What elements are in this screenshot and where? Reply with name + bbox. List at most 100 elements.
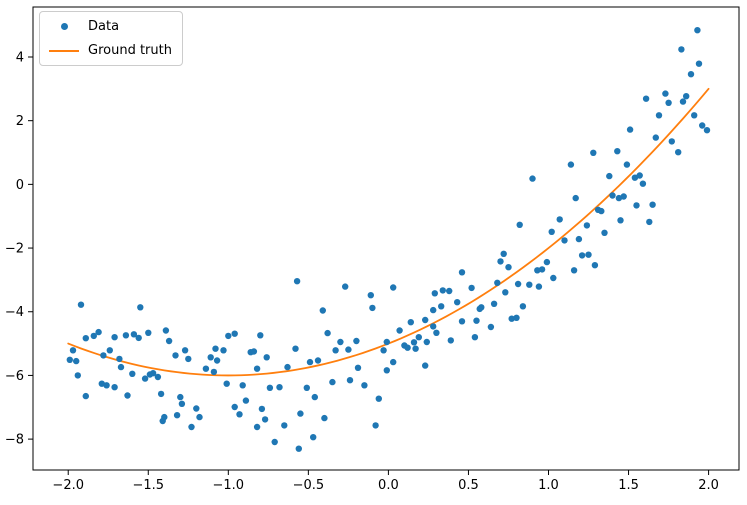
data-point	[345, 346, 352, 353]
x-tick-label: 2.0	[698, 478, 719, 493]
data-point	[497, 258, 504, 265]
data-point	[292, 345, 299, 352]
data-point	[161, 413, 168, 421]
data-point	[295, 445, 302, 452]
data-point	[665, 99, 672, 107]
data-point	[181, 347, 189, 354]
data-point	[626, 126, 634, 133]
data-point	[623, 161, 631, 168]
data-point	[239, 382, 246, 389]
x-tick-label: 0.5	[458, 478, 479, 493]
x-tick-label: −0.5	[293, 478, 325, 493]
data-point	[257, 332, 264, 339]
data-point	[438, 303, 445, 310]
y-tick-label: −4	[5, 305, 24, 320]
data-point	[353, 337, 360, 345]
data-point	[699, 122, 706, 129]
data-point	[614, 148, 621, 155]
data-point	[548, 228, 555, 235]
data-point	[74, 372, 82, 379]
data-point	[430, 323, 437, 330]
x-tick-label: −1.5	[132, 478, 164, 493]
data-point	[526, 281, 533, 288]
data-point	[324, 329, 331, 337]
data-point	[90, 332, 98, 340]
data-point	[367, 292, 374, 299]
legend-marker-handle	[47, 23, 81, 30]
data-point	[253, 423, 261, 431]
data-point	[173, 412, 181, 419]
x-tick-label: −1.0	[213, 478, 245, 493]
data-point	[375, 395, 382, 402]
data-point	[678, 46, 685, 53]
data-point	[502, 289, 509, 296]
data-point	[570, 267, 578, 274]
data-point	[556, 216, 563, 223]
legend-label-ground-truth: Ground truth	[88, 43, 172, 58]
data-point	[422, 316, 429, 324]
data-point	[583, 222, 591, 229]
data-point	[519, 303, 527, 310]
data-point	[261, 416, 269, 423]
scatter-marker-icon	[60, 23, 68, 30]
data-point	[124, 392, 131, 399]
data-point	[212, 345, 219, 352]
y-tick-label: −8	[5, 433, 24, 448]
data-point	[390, 284, 397, 291]
data-point	[538, 266, 546, 273]
data-point	[652, 134, 659, 141]
data-point	[185, 355, 192, 363]
data-point	[439, 287, 446, 294]
data-point	[69, 347, 77, 354]
data-point	[310, 434, 317, 441]
data-point	[500, 250, 507, 257]
data-point	[271, 438, 278, 446]
data-point	[598, 207, 605, 215]
data-point	[617, 217, 624, 224]
data-point	[145, 329, 152, 336]
data-point	[458, 269, 466, 276]
data-point	[687, 71, 695, 78]
data-point	[446, 287, 453, 295]
data-point	[250, 348, 258, 355]
data-point	[314, 357, 322, 364]
data-point	[177, 393, 184, 401]
data-point	[66, 356, 74, 363]
data-point	[636, 172, 643, 179]
data-point	[276, 384, 283, 391]
legend-label-data: Data	[88, 19, 120, 34]
data-point	[236, 411, 243, 418]
data-point	[430, 306, 437, 314]
data-point	[415, 334, 422, 341]
data-point	[354, 364, 362, 371]
data-point	[196, 413, 203, 421]
data-point	[422, 362, 429, 369]
data-point	[111, 334, 118, 341]
data-point	[431, 290, 438, 297]
data-point	[297, 410, 304, 417]
data-point	[407, 319, 414, 326]
data-point	[103, 382, 110, 389]
data-point	[694, 27, 701, 34]
data-point	[380, 347, 387, 354]
data-point	[383, 338, 390, 346]
data-point	[346, 377, 354, 384]
data-point	[396, 327, 403, 334]
data-point	[157, 390, 165, 398]
data-point	[266, 384, 274, 391]
data-point	[494, 279, 501, 286]
data-point	[514, 280, 522, 288]
legend-box: Data Ground truth	[39, 11, 183, 66]
data-point	[516, 221, 523, 228]
data-point	[73, 357, 80, 365]
data-point	[135, 334, 142, 342]
data-point	[100, 352, 107, 359]
data-point	[423, 338, 430, 346]
data-point	[561, 237, 568, 244]
data-point	[178, 400, 186, 407]
data-point	[253, 365, 261, 372]
data-point	[95, 328, 102, 336]
data-point	[141, 375, 149, 382]
y-tick-label: −6	[5, 369, 24, 384]
